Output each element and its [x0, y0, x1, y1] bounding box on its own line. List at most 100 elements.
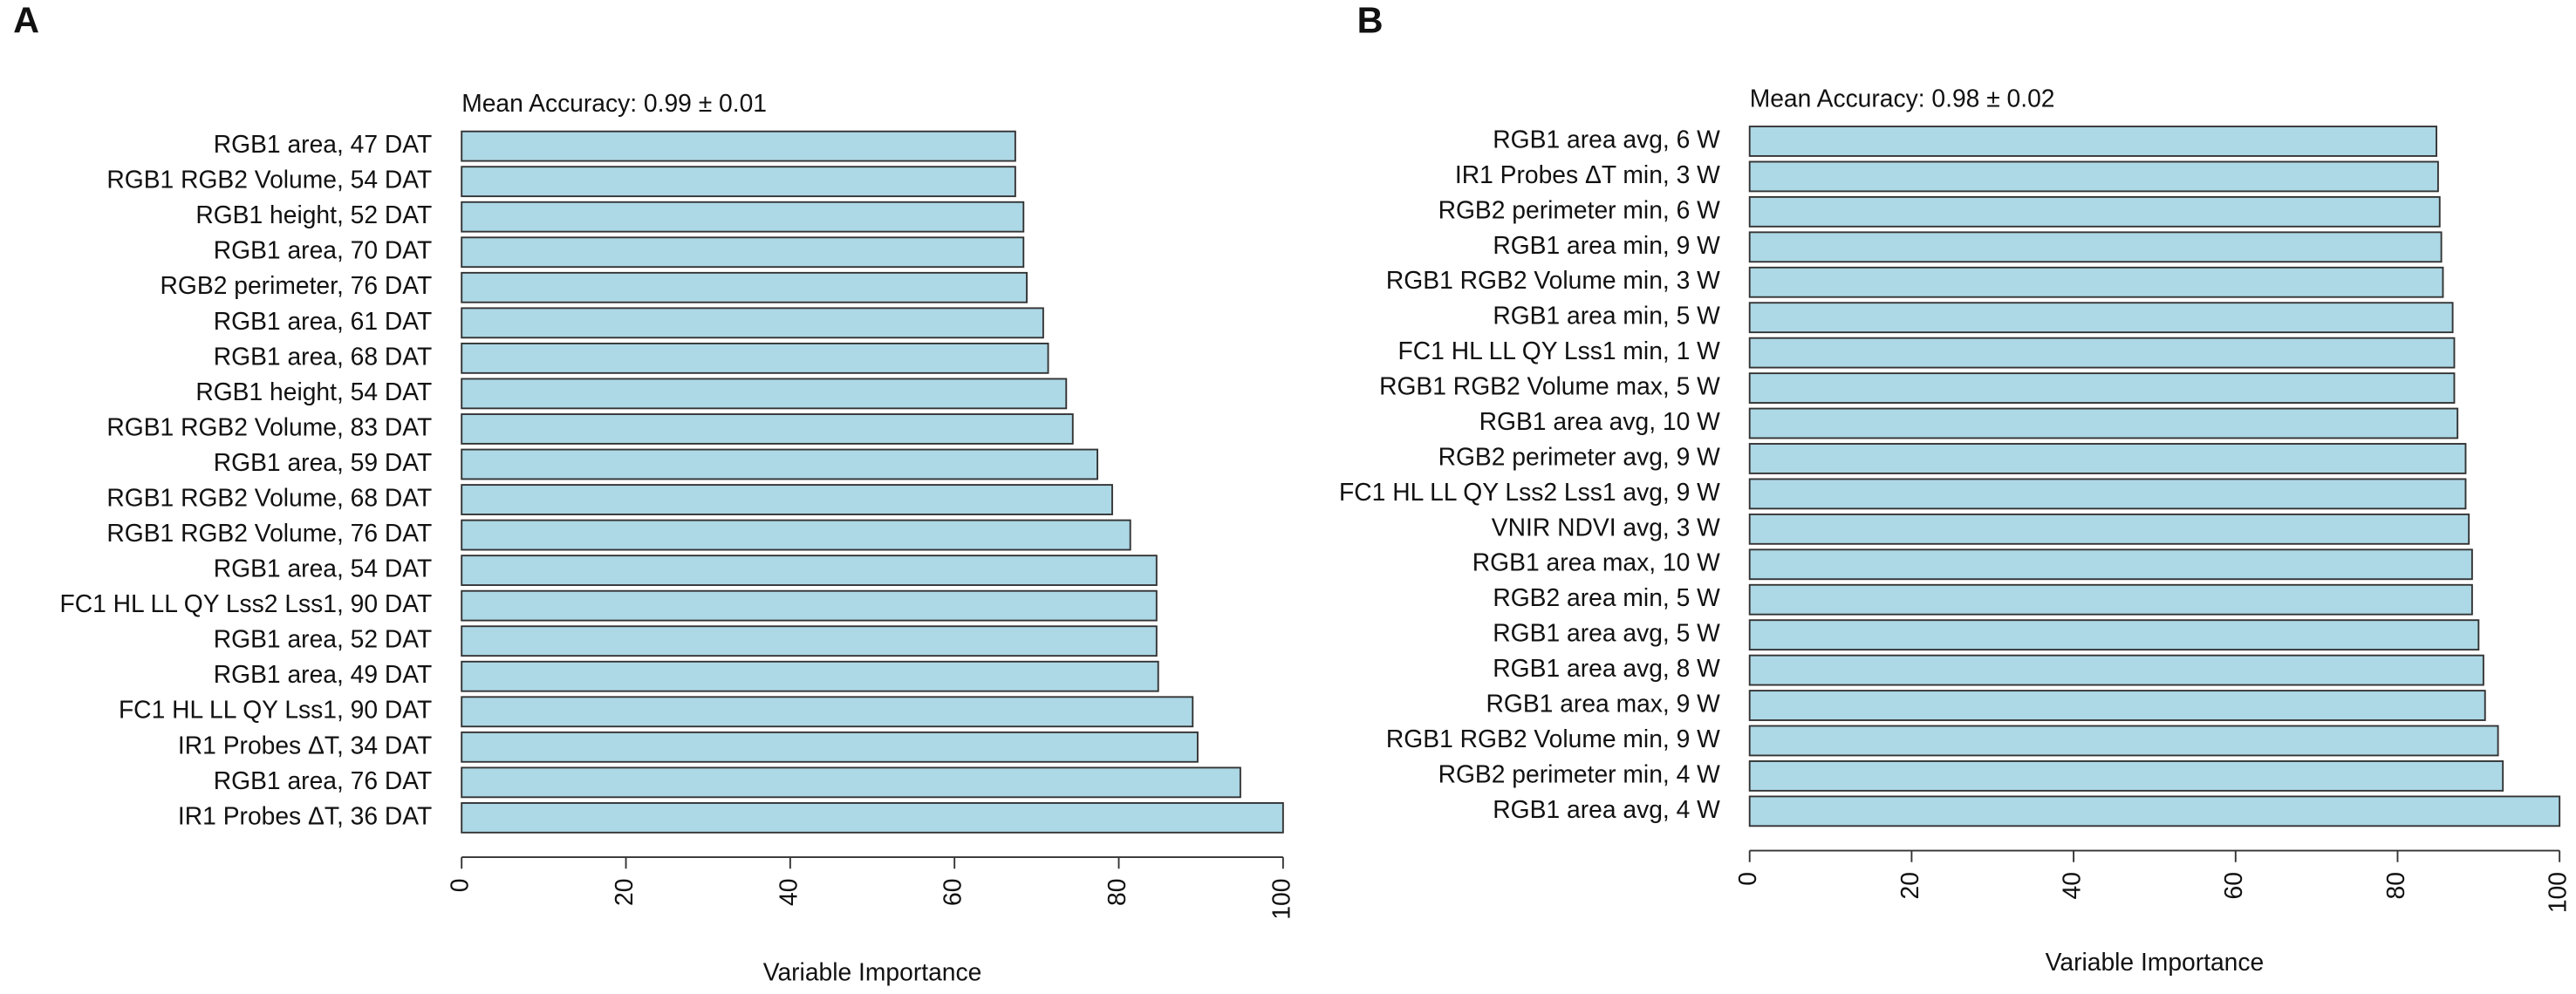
panel-label: A: [13, 0, 39, 40]
bar: [461, 448, 1098, 480]
bar: [461, 201, 1025, 233]
category-label: RGB1 area, 70 DAT: [214, 236, 433, 264]
x-tick-label: 20: [610, 879, 638, 906]
bar: [461, 731, 1199, 763]
x-tick-label: 100: [2544, 872, 2572, 913]
category-label: FC1 HL LL QY Lss1, 90 DAT: [119, 696, 432, 724]
category-label: RGB1 area, 49 DAT: [214, 660, 433, 688]
bar: [1748, 126, 2437, 157]
bar: [1748, 690, 2486, 721]
category-label: RGB1 RGB2 Volume max, 5 W: [1379, 372, 1720, 400]
bar: [461, 484, 1113, 515]
bar: [461, 766, 1241, 799]
bar: [461, 130, 1016, 162]
bar: [461, 166, 1016, 198]
bar: [1748, 407, 2459, 439]
category-label: FC1 HL LL QY Lss1 min, 1 W: [1398, 337, 1721, 364]
bar: [461, 519, 1131, 551]
category-label: RGB1 area, 61 DAT: [214, 307, 433, 335]
bar: [1748, 725, 2499, 757]
category-label: RGB1 area avg, 6 W: [1493, 125, 1720, 153]
bar: [1748, 443, 2467, 474]
category-label: IR1 Probes ΔT, 34 DAT: [178, 731, 432, 759]
category-label: RGB1 RGB2 Volume, 76 DAT: [106, 519, 432, 547]
category-label: IR1 Probes ΔT min, 3 W: [1455, 160, 1720, 188]
category-label: RGB1 RGB2 Volume min, 3 W: [1386, 266, 1720, 294]
x-tick-label: 60: [939, 879, 967, 906]
category-label: RGB1 area, 68 DAT: [214, 342, 433, 370]
bar: [1748, 266, 2444, 298]
category-label: RGB1 area min, 9 W: [1493, 231, 1720, 259]
bar: [1748, 231, 2443, 263]
panel-label: B: [1357, 0, 1384, 40]
bar: [461, 378, 1068, 410]
category-label: RGB2 perimeter avg, 9 W: [1438, 442, 1721, 470]
category-label: RGB2 perimeter min, 6 W: [1438, 195, 1721, 223]
category-label: FC1 HL LL QY Lss2 Lss1 avg, 9 W: [1339, 478, 1720, 506]
bar: [1748, 760, 2504, 792]
bar: [1748, 160, 2439, 193]
bar: [461, 589, 1158, 622]
bar: [461, 660, 1159, 692]
category-label: RGB1 RGB2 Volume, 54 DAT: [106, 166, 432, 194]
category-label: RGB2 perimeter min, 4 W: [1438, 759, 1721, 787]
bar: [461, 802, 1284, 834]
category-label: IR1 Probes ΔT, 36 DAT: [178, 801, 432, 829]
category-label: RGB1 area avg, 5 W: [1493, 619, 1720, 647]
bar: [1748, 583, 2473, 616]
bar: [1748, 195, 2441, 228]
category-label: RGB1 area, 59 DAT: [214, 448, 433, 476]
category-label: RGB1 area max, 10 W: [1472, 548, 1720, 576]
category-label: RGB1 area, 52 DAT: [214, 625, 433, 653]
bar: [461, 413, 1074, 445]
bar: [1748, 478, 2467, 510]
x-tick-label: 20: [1896, 872, 1923, 899]
x-tick-label: 0: [1733, 872, 1761, 886]
category-label: RGB1 area avg, 8 W: [1493, 654, 1720, 682]
bar: [461, 696, 1194, 728]
bar: [1748, 302, 2454, 334]
subtitle: Mean Accuracy: 0.99 ± 0.01: [461, 89, 767, 117]
category-label: RGB1 area avg, 10 W: [1479, 407, 1721, 435]
bar: [461, 271, 1028, 303]
category-label: RGB1 height, 54 DAT: [195, 378, 432, 405]
bar: [461, 625, 1158, 657]
category-label: RGB1 area max, 9 W: [1486, 689, 1720, 717]
category-label: VNIR NDVI avg, 3 W: [1492, 513, 1720, 541]
category-label: RGB1 height, 52 DAT: [195, 201, 432, 228]
category-label: RGB2 perimeter, 76 DAT: [161, 271, 433, 299]
category-label: RGB1 area avg, 4 W: [1493, 795, 1720, 823]
category-label: RGB1 area min, 5 W: [1493, 302, 1720, 330]
x-tick-label: 60: [2219, 872, 2247, 899]
category-label: RGB1 RGB2 Volume, 68 DAT: [106, 483, 432, 511]
bar: [1748, 795, 2561, 827]
x-axis-label: Variable Importance: [763, 957, 982, 985]
category-label: RGB1 RGB2 Volume min, 9 W: [1386, 725, 1720, 752]
bar: [1748, 513, 2470, 545]
category-label: RGB1 RGB2 Volume, 83 DAT: [106, 412, 432, 440]
category-label: RGB1 area, 47 DAT: [214, 130, 433, 158]
bar: [1748, 372, 2456, 404]
bar: [1748, 337, 2456, 369]
bar: [1748, 654, 2484, 686]
subtitle: Mean Accuracy: 0.98 ± 0.02: [1750, 84, 2055, 112]
bar: [461, 307, 1044, 339]
x-tick-label: 40: [774, 879, 802, 906]
x-tick-label: 80: [2381, 872, 2409, 899]
x-axis-label: Variable Importance: [2046, 948, 2265, 976]
bar: [1748, 548, 2473, 581]
x-tick-label: 80: [1103, 879, 1131, 906]
x-tick-label: 40: [2058, 872, 2086, 899]
category-label: RGB1 area, 76 DAT: [214, 766, 433, 794]
bar: [461, 555, 1158, 587]
category-label: RGB2 area min, 5 W: [1493, 583, 1720, 611]
bar: [461, 342, 1049, 374]
bar: [461, 236, 1025, 269]
category-label: FC1 HL LL QY Lss2 Lss1, 90 DAT: [59, 589, 432, 617]
category-label: RGB1 area, 54 DAT: [214, 555, 433, 582]
x-tick-label: 0: [446, 879, 474, 893]
x-tick-label: 100: [1267, 879, 1295, 920]
bar: [1748, 619, 2480, 651]
